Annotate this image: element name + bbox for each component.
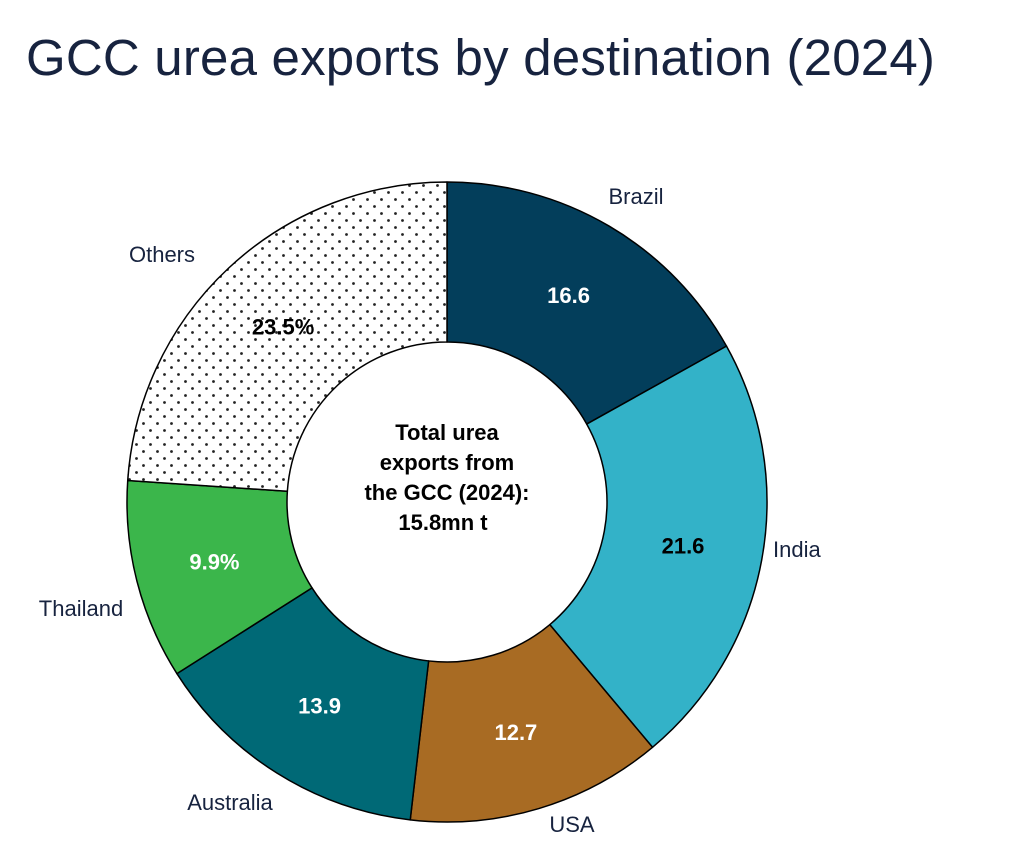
center-text-line: the GCC (2024):: [364, 480, 529, 505]
value-label-others: 23.5%: [252, 315, 314, 340]
label-group: 16.6 Brazil 21.6 India 12.7 USA 13.9 Australia 9…: [39, 184, 822, 837]
value-label-usa: 12.7: [494, 720, 537, 745]
value-label-brazil: 16.6: [547, 283, 590, 308]
slice-brazil: [446, 181, 728, 425]
value-label-thailand: 9.9%: [189, 549, 239, 574]
center-label-group: Total urea exports from the GCC (2024): 15.…: [364, 420, 529, 535]
chart-title: GCC urea exports by destination (2024): [26, 29, 936, 86]
category-label-india: India: [773, 537, 821, 562]
center-text-line: 15.8mn t: [398, 510, 488, 535]
value-label-australia: 13.9: [298, 693, 341, 718]
slice-australia: [176, 587, 430, 821]
slice-india: [549, 345, 768, 749]
category-label-usa: USA: [549, 812, 595, 837]
slice-usa: [409, 623, 654, 823]
category-label-brazil: Brazil: [608, 184, 663, 209]
center-text-line: exports from: [380, 450, 514, 475]
slice-others: [126, 181, 448, 493]
center-text-line: Total urea: [395, 420, 499, 445]
category-label-australia: Australia: [187, 790, 273, 815]
value-label-india: 21.6: [662, 534, 705, 559]
slice-group: [126, 181, 768, 823]
category-label-thailand: Thailand: [39, 596, 123, 621]
category-label-others: Others: [129, 242, 195, 267]
